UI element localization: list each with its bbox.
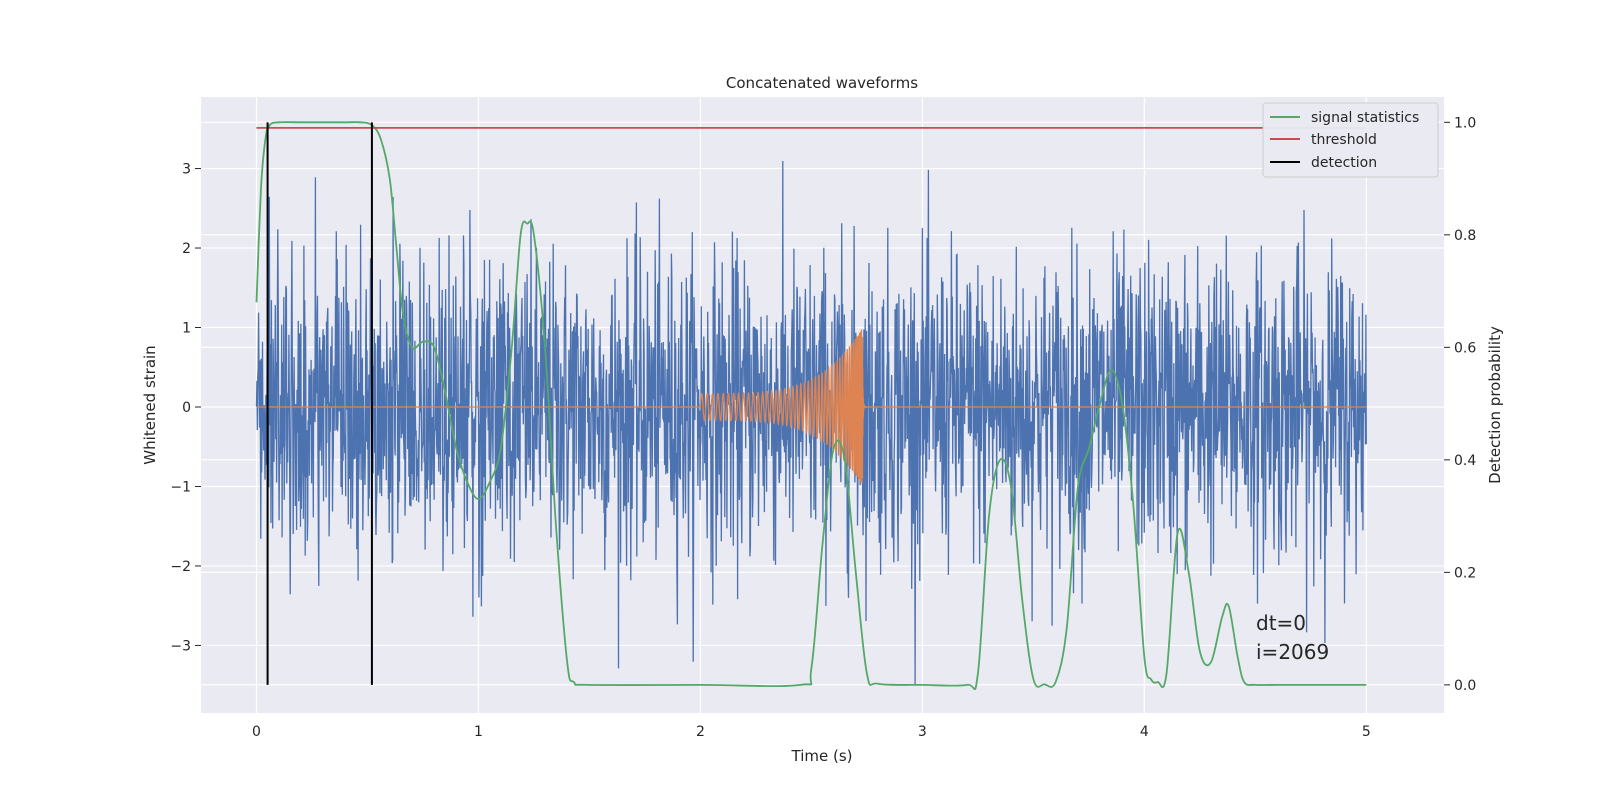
y-tick-label-left: −2 [170, 559, 191, 575]
y-tick-label-left: 0 [182, 400, 191, 416]
injection-line [256, 329, 1367, 484]
y-tick-label-right: 0.4 [1454, 453, 1476, 469]
series-signal-statistics [255, 121, 1367, 690]
annotation-index: i=2069 [1256, 640, 1329, 664]
legend: signal statistics threshold detection [1262, 102, 1439, 178]
y-tick-label-left: 3 [182, 162, 191, 178]
x-tick-label: 5 [1362, 724, 1371, 740]
y-tick-label-left: −1 [170, 479, 191, 495]
left-y-axis-label: Whitened strain [141, 345, 159, 464]
x-tick-label: 2 [696, 724, 705, 740]
y-tick-label-right: 0.0 [1454, 678, 1476, 694]
y-tick-label-right: 0.6 [1454, 340, 1476, 356]
injected-waveform [256, 329, 1367, 484]
y-tick-label-left: 1 [182, 321, 191, 337]
x-axis-ticks: 0 1 2 3 4 5 [252, 724, 1371, 740]
series-layer [255, 121, 1367, 690]
x-tick-label: 4 [1140, 724, 1149, 740]
legend-label-detection: detection [1311, 155, 1377, 171]
y-tick-label-right: 0.8 [1454, 228, 1476, 244]
x-tick-label: 1 [474, 724, 483, 740]
noise-trace [255, 160, 1367, 686]
legend-label-threshold: threshold [1311, 132, 1377, 148]
chart-title: Concatenated waveforms [726, 74, 918, 92]
y-tick-label-left: 2 [182, 241, 191, 257]
x-axis-label: Time (s) [791, 747, 853, 765]
right-y-axis-ticks: 0.0 0.2 0.4 0.6 0.8 1.0 [1444, 115, 1476, 694]
detection-lines [266, 122, 373, 685]
y-tick-label-left: −3 [170, 638, 191, 654]
y-tick-label-right: 1.0 [1454, 115, 1476, 131]
y-tick-label-right: 0.2 [1454, 565, 1476, 581]
right-y-axis-label: Detection probability [1486, 326, 1504, 484]
noise-line [255, 160, 1367, 686]
left-y-axis-ticks: −3 −2 −1 0 1 2 3 [170, 162, 201, 654]
legend-box [1262, 102, 1439, 178]
legend-label-signal-statistics: signal statistics [1311, 110, 1419, 126]
annotation-dt: dt=0 [1256, 611, 1306, 635]
x-tick-label: 3 [918, 724, 927, 740]
x-tick-label: 0 [252, 724, 261, 740]
